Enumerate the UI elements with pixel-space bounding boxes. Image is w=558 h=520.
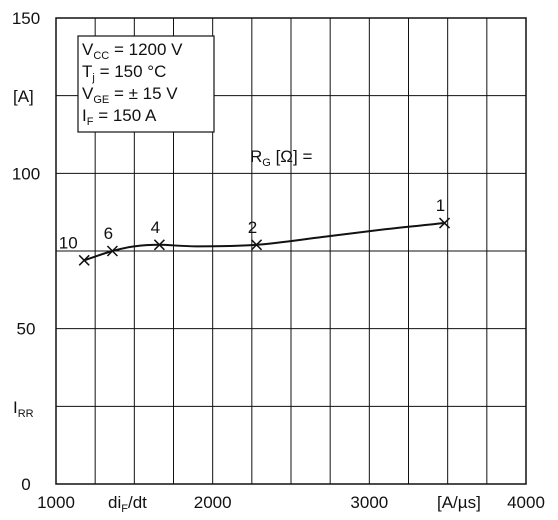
series-curve xyxy=(83,222,445,262)
y-tick-label: 150 xyxy=(12,9,40,28)
x-tick-label: 4000 xyxy=(507,493,545,512)
point-labels: 10 6 4 2 1 xyxy=(59,196,446,252)
grid xyxy=(56,18,526,484)
y-tick-label: 100 xyxy=(12,164,40,183)
conditions-frame xyxy=(77,35,215,133)
curve-layer xyxy=(83,222,445,262)
axis-labels: diF/dt [A/µs] IRR [A] RG [Ω] = xyxy=(13,87,481,515)
data-point-marker xyxy=(153,239,165,251)
marker-stroke xyxy=(153,239,165,251)
parameter-label: RG [Ω] = xyxy=(250,147,312,169)
y-tick-label: 50 xyxy=(17,320,36,339)
plot-frame xyxy=(55,17,527,485)
point-label: 10 xyxy=(59,233,78,252)
x-tick-label: 2000 xyxy=(194,493,232,512)
marker-stroke xyxy=(78,254,90,266)
x-axis-unit: [A/µs] xyxy=(437,493,481,512)
data-markers xyxy=(78,217,451,266)
condition-line: VGE = ± 15 V xyxy=(82,84,178,106)
condition-line: VCC = 1200 V xyxy=(82,40,183,62)
marker-stroke xyxy=(439,217,451,229)
tick-labels: 1000 2000 3000 4000 0 50 100 150 xyxy=(12,9,545,512)
marker-stroke xyxy=(106,245,118,257)
condition-line: Tj = 150 °C xyxy=(82,62,166,84)
data-point-marker xyxy=(106,245,118,257)
data-point-marker xyxy=(78,254,90,266)
marker-stroke xyxy=(251,239,263,251)
point-label: 4 xyxy=(151,218,160,237)
y-axis-label: IRR xyxy=(13,398,34,420)
y-axis-unit: [A] xyxy=(13,87,34,106)
data-point-marker xyxy=(439,217,451,229)
x-tick-label: 3000 xyxy=(350,493,388,512)
point-label: 6 xyxy=(104,224,113,243)
point-label: 2 xyxy=(248,218,257,237)
x-tick-label: 1000 xyxy=(37,493,75,512)
data-point-marker xyxy=(251,239,263,251)
point-label: 1 xyxy=(436,196,445,215)
condition-line: IF = 150 A xyxy=(82,106,157,128)
x-axis-label: diF/dt xyxy=(108,493,147,515)
y-tick-label: 0 xyxy=(21,475,30,494)
